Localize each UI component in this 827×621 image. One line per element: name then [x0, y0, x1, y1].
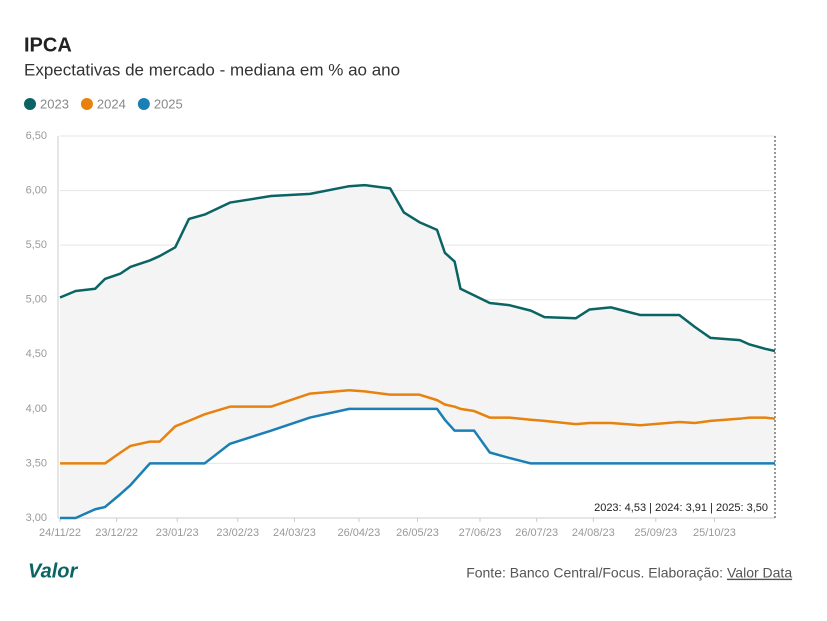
y-tick-label: 4,00: [26, 403, 47, 415]
y-tick-label: 6,50: [26, 130, 47, 142]
x-tick-label: 23/02/23: [216, 527, 259, 539]
x-tick-label: 23/12/22: [95, 527, 138, 539]
x-tick-label: 24/08/23: [572, 527, 615, 539]
x-tick-label: 25/10/23: [693, 527, 736, 539]
chart-subtitle: Expectativas de mercado - mediana em % a…: [24, 60, 400, 79]
legend: 2023 2024 2025: [24, 96, 183, 111]
plot-area: 3,00 3,50 4,00 4,50 5,00 5,50 6,00 6,50 24/11/22…: [26, 130, 776, 539]
y-tick-label: 5,00: [26, 294, 47, 306]
y-tick-label: 4,50: [26, 348, 47, 360]
x-tick-label: 24/03/23: [273, 527, 316, 539]
y-tick-label: 5,50: [26, 239, 47, 251]
legend-label: 2023: [40, 96, 69, 111]
background-band: [60, 185, 775, 518]
x-tick-label: 27/06/23: [459, 527, 502, 539]
x-tick-label: 26/05/23: [396, 527, 439, 539]
source-link[interactable]: Valor Data: [727, 565, 792, 581]
x-tick-label: 23/01/23: [156, 527, 199, 539]
series-line: [59, 183, 776, 353]
y-tick-label: 3,00: [26, 512, 47, 524]
y-tick-label: 3,50: [26, 457, 47, 469]
legend-swatch: [24, 98, 36, 110]
annotation: 2023: 4,53 | 2024: 3,91 | 2025: 3,50: [594, 502, 768, 514]
y-tick-label: 6,00: [26, 184, 47, 196]
legend-label: 2025: [154, 96, 183, 111]
logo: Valor: [28, 560, 78, 582]
legend-swatch: [80, 98, 93, 110]
x-tick-label: 26/04/23: [337, 527, 380, 539]
legend-swatch: [137, 98, 150, 110]
x-tick-label: 25/09/23: [634, 527, 677, 539]
series-line: [60, 407, 775, 520]
x-tick-label: 26/07/23: [515, 527, 558, 539]
x-tick-label: 24/11/22: [39, 527, 81, 539]
source: Fonte: Banco Central/Focus. Elaboração:: [466, 565, 723, 581]
series-line: [60, 389, 776, 465]
legend-label: 2024: [97, 96, 126, 111]
chart-title: IPCA: [24, 34, 72, 56]
